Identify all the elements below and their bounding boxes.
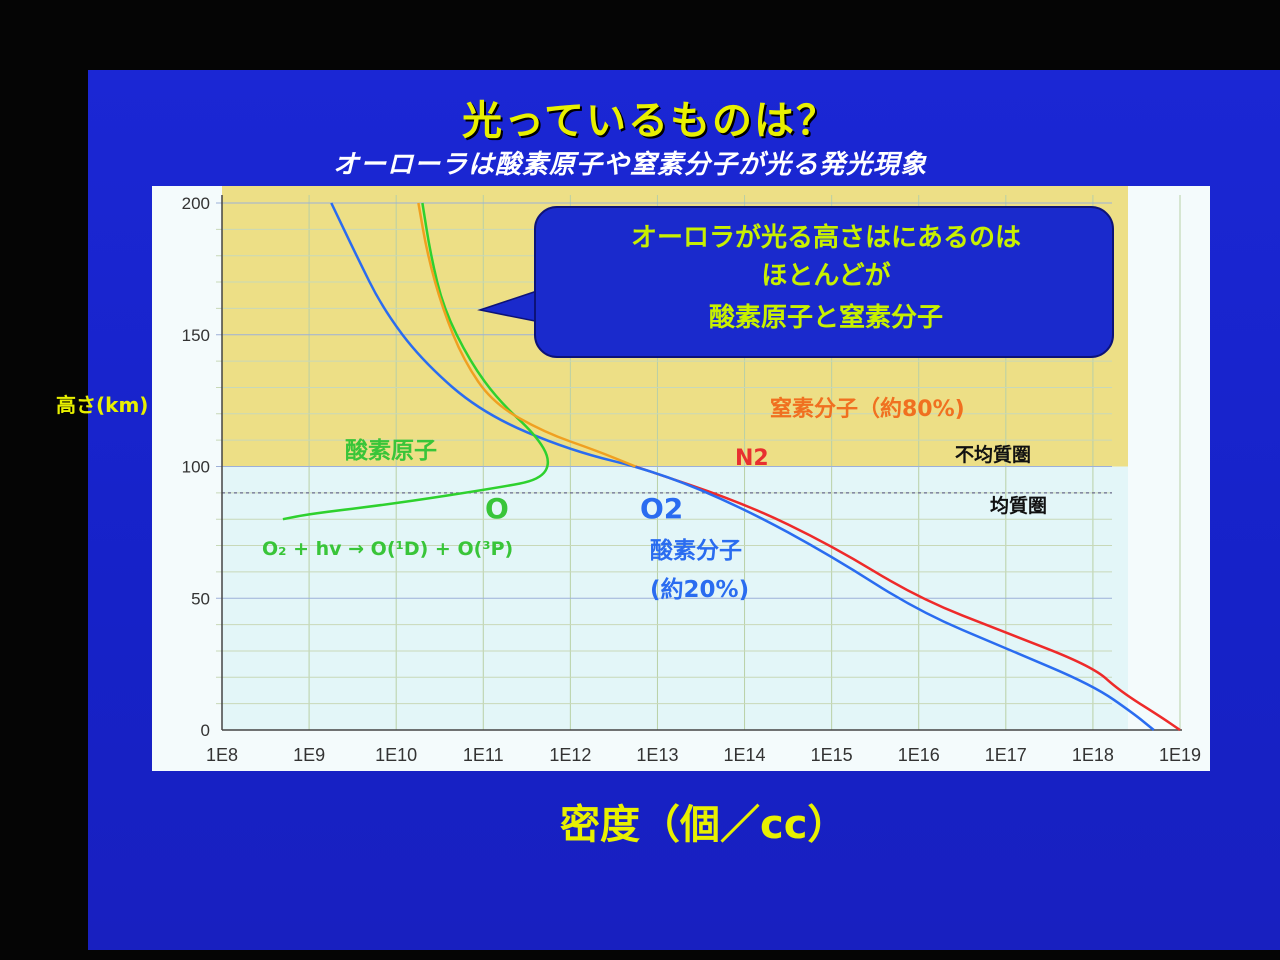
x-tick-label: 1E8 xyxy=(206,745,238,765)
annotation-label: O xyxy=(485,492,509,525)
x-tick-label: 1E19 xyxy=(1159,745,1201,765)
y-tick-label: 100 xyxy=(182,458,210,477)
x-tick-label: 1E16 xyxy=(898,745,940,765)
slide-subtitle: オーローラは酸素原子や窒素分子が光る発光現象 xyxy=(332,150,927,180)
annotation-label: N2 xyxy=(735,446,769,471)
x-tick-label: 1E12 xyxy=(549,745,591,765)
callout-text: ほとんどが xyxy=(761,260,890,291)
annotation-label: 酸素原子 xyxy=(345,437,437,464)
x-tick-label: 1E10 xyxy=(375,745,417,765)
series-line-orange xyxy=(417,202,636,468)
series-line-N2 xyxy=(635,465,1181,732)
annotation-label: O₂ + hv → O(¹D) + O(³P) xyxy=(262,538,513,560)
callout-text: オーロラが光る高さはにあるのは xyxy=(631,222,1021,253)
series-line-O2 xyxy=(330,202,1155,731)
annotation-label: 均質圏 xyxy=(990,494,1047,517)
x-tick-label: 1E17 xyxy=(985,745,1027,765)
callout-text: 酸素原子と窒素分子 xyxy=(709,302,943,333)
x-tick-label: 1E18 xyxy=(1072,745,1114,765)
series-line-O xyxy=(282,202,550,521)
y-tick-label: 200 xyxy=(182,194,210,213)
annotation-label: O2 xyxy=(640,492,683,525)
x-tick-label: 1E15 xyxy=(811,745,853,765)
x-tick-label: 1E13 xyxy=(636,745,678,765)
annotation-label: 窒素分子（約80%) xyxy=(770,396,965,422)
annotation-label: 酸素分子 xyxy=(650,537,742,564)
annotation-label: 不均質圏 xyxy=(955,443,1031,466)
annotation-label: (約20%) xyxy=(650,576,749,603)
y-axis-label: 高さ(km) xyxy=(56,393,149,417)
callout-bubble xyxy=(534,206,1114,358)
x-tick-label: 1E11 xyxy=(463,745,504,765)
y-tick-label: 50 xyxy=(191,589,210,608)
slide-title: 光っているものは？ xyxy=(462,98,838,144)
x-tick-label: 1E14 xyxy=(724,745,766,765)
y-tick-label: 150 xyxy=(182,326,210,345)
x-axis-label: 密度（個／cc） xyxy=(560,802,848,848)
x-tick-label: 1E9 xyxy=(293,745,325,765)
y-tick-label: 0 xyxy=(201,721,210,740)
